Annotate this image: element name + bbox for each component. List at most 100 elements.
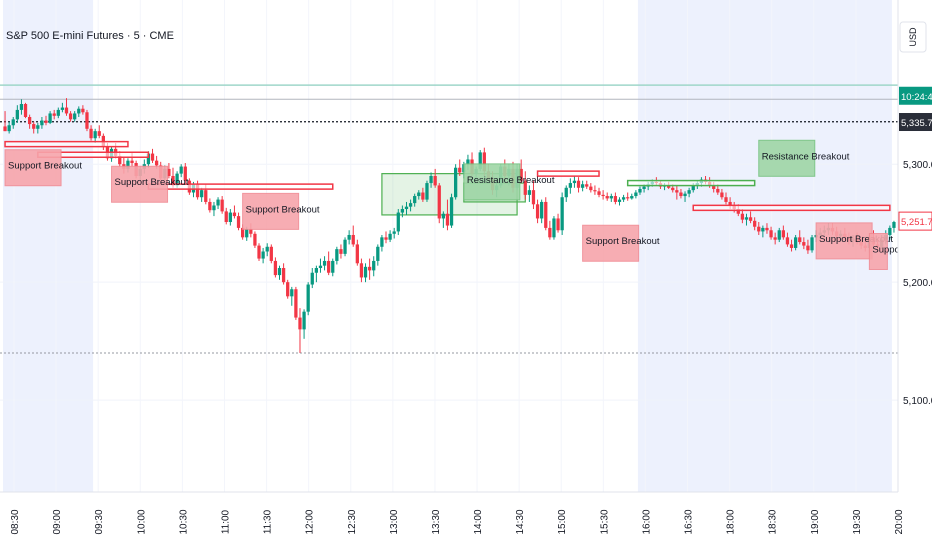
candle-body[interactable] <box>753 220 757 227</box>
candle-body[interactable] <box>97 131 101 136</box>
candle-body[interactable] <box>146 153 151 165</box>
candle-body[interactable] <box>441 213 445 219</box>
candle-body[interactable] <box>257 245 261 259</box>
candle-body[interactable] <box>167 168 171 176</box>
candle-body[interactable] <box>384 237 388 240</box>
time-tick-label[interactable]: 09:00 <box>52 509 63 534</box>
candle-body[interactable] <box>740 213 745 220</box>
candle-body[interactable] <box>3 126 7 132</box>
candle-body[interactable] <box>253 233 257 246</box>
time-tick-label[interactable]: 15:30 <box>599 509 610 534</box>
candle-body[interactable] <box>679 192 683 197</box>
candle-body[interactable] <box>355 244 359 264</box>
candle-body[interactable] <box>802 242 806 246</box>
candle-body[interactable] <box>7 125 11 132</box>
candle-body[interactable] <box>93 131 97 139</box>
candle-body[interactable] <box>281 268 286 283</box>
candle-body[interactable] <box>712 185 716 189</box>
time-tick-label[interactable]: 19:00 <box>810 509 821 534</box>
candle-body[interactable] <box>240 227 245 238</box>
candle-body[interactable] <box>367 266 372 271</box>
candle-body[interactable] <box>667 185 671 188</box>
candle-body[interactable] <box>335 249 339 261</box>
candle-body[interactable] <box>523 180 527 195</box>
candle-body[interactable] <box>204 190 208 202</box>
candle-body[interactable] <box>421 192 425 200</box>
candle-body[interactable] <box>23 104 28 117</box>
candle-body[interactable] <box>36 125 40 129</box>
candle-body[interactable] <box>220 199 224 212</box>
candle-body[interactable] <box>765 227 769 231</box>
candle-body[interactable] <box>68 113 73 120</box>
time-tick-label[interactable]: 10:30 <box>178 509 189 534</box>
candle-body[interactable] <box>806 245 810 251</box>
time-tick-label[interactable]: 10:00 <box>136 509 147 534</box>
candle-body[interactable] <box>478 152 482 169</box>
candle-body[interactable] <box>48 113 52 123</box>
candle-body[interactable] <box>642 186 646 189</box>
candle-body[interactable] <box>888 227 892 235</box>
candle-body[interactable] <box>232 212 237 217</box>
candle-body[interactable] <box>179 166 183 174</box>
candle-body[interactable] <box>527 190 532 195</box>
candle-body[interactable] <box>372 260 376 271</box>
candle-body[interactable] <box>597 191 601 195</box>
candle-body[interactable] <box>306 284 310 312</box>
candle-body[interactable] <box>433 175 437 186</box>
candle-body[interactable] <box>208 201 212 211</box>
candle-body[interactable] <box>388 233 392 240</box>
candle-body[interactable] <box>130 160 134 164</box>
candle-body[interactable] <box>605 196 609 199</box>
candle-body[interactable] <box>331 260 335 273</box>
time-tick-label[interactable]: 13:30 <box>431 509 442 534</box>
candle-body[interactable] <box>363 266 368 278</box>
candle-body[interactable] <box>60 107 65 110</box>
candle-body[interactable] <box>183 166 187 181</box>
candle-body[interactable] <box>302 311 306 330</box>
time-tick-label[interactable]: 19:30 <box>852 509 863 534</box>
candle-body[interactable] <box>720 192 724 198</box>
candle-body[interactable] <box>290 289 294 297</box>
candle-body[interactable] <box>200 190 204 198</box>
candle-body[interactable] <box>769 230 773 238</box>
candle-body[interactable] <box>56 109 60 116</box>
candle-body[interactable] <box>621 197 626 200</box>
candle-body[interactable] <box>318 265 323 269</box>
time-tick-label[interactable]: 13:00 <box>389 509 400 534</box>
candle-body[interactable] <box>85 112 89 129</box>
candle-body[interactable] <box>216 199 220 206</box>
candle-body[interactable] <box>781 230 785 238</box>
candle-body[interactable] <box>626 197 630 199</box>
candle-body[interactable] <box>404 206 409 210</box>
candle-body[interactable] <box>269 246 273 261</box>
candle-body[interactable] <box>154 160 159 166</box>
candle-body[interactable] <box>540 201 544 219</box>
time-tick-label[interactable]: 14:30 <box>515 509 526 534</box>
time-tick-label[interactable]: 09:30 <box>94 509 105 534</box>
time-axis-ticks[interactable]: 08:30 09:00 09:30 10:00 10:30 11:00 11:30 12:00… <box>10 509 905 534</box>
candle-body[interactable] <box>716 188 720 193</box>
time-tick-label[interactable]: 14:00 <box>473 509 484 534</box>
candle-body[interactable] <box>773 237 777 240</box>
candle-body[interactable] <box>454 167 458 198</box>
candle-body[interactable] <box>89 128 93 139</box>
candle-body[interactable] <box>413 196 417 204</box>
candle-body[interactable] <box>343 239 347 254</box>
candle-body[interactable] <box>27 116 32 125</box>
candle-body[interactable] <box>175 173 179 186</box>
candle-body[interactable] <box>236 216 241 228</box>
candle-body[interactable] <box>634 192 638 197</box>
candle-body[interactable] <box>32 124 36 129</box>
candle-body[interactable] <box>593 190 597 192</box>
candle-body[interactable] <box>429 175 433 184</box>
candle-body[interactable] <box>572 180 577 184</box>
candle-body[interactable] <box>310 272 314 285</box>
candle-body[interactable] <box>736 209 740 214</box>
candle-body[interactable] <box>425 183 429 200</box>
candle-body[interactable] <box>212 205 216 211</box>
candle-body[interactable] <box>609 196 613 199</box>
candle-body[interactable] <box>794 237 798 248</box>
candle-body[interactable] <box>339 249 343 254</box>
candle-body[interactable] <box>785 237 790 245</box>
time-tick-label[interactable]: 16:00 <box>641 509 652 534</box>
